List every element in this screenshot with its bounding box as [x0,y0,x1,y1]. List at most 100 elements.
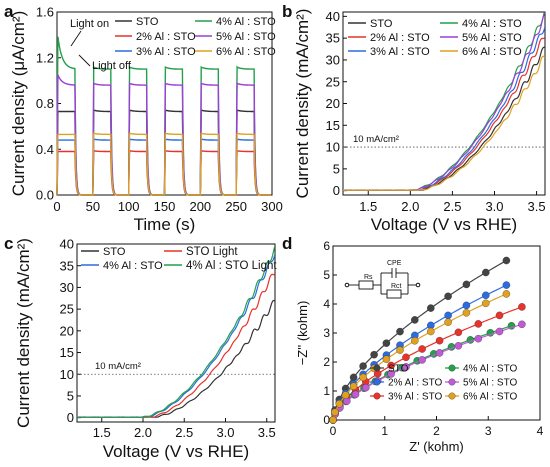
circuit-label-cpe: CPE [387,260,402,267]
y-axis-label: Current density (mA/cm²) [14,238,33,428]
panel-b-plot: 10 mA/cm² STO 2% Al : STO 3% Al : STO 4% Al … [343,12,545,191]
data-series-line [77,299,275,418]
data-series-line [343,46,545,191]
data-point [502,290,511,298]
legend: STO 4% Al : STO 2% Al : STO 5% Al : STO 3% A… [370,364,518,403]
data-point [444,292,452,301]
data-point [382,339,391,347]
data-point [341,391,350,399]
x-axis-label: Voltage (V vs RHE) [103,442,249,461]
panel-c-axes: 1.5 2.0 2.5 3.0 3.5 0 5 10 15 20 25 30 35 40 Voltage (… [4,234,276,461]
legend-label: 4% Al : STO Light [186,260,277,272]
annotation-arrow [78,54,91,67]
x-tick-label: 150 [154,199,176,214]
y-tick-label: 35 [60,258,74,273]
x-axis-label: Z' (kohm) [409,439,463,454]
x-tick-label: 2.5 [443,199,461,214]
panel-letter: c [4,234,13,253]
data-point [482,268,490,277]
y-tick-label: 2 [323,355,330,369]
y-tick-label: 10 [60,367,74,382]
data-point [444,311,452,320]
panel-a-axes: 0 50 100 150 200 250 300 0.0 0.4 0.8 1.2 1.6 Time (s… [4,2,283,234]
x-tick-label: 100 [118,199,140,214]
data-series-line [77,253,275,418]
data-point [335,400,344,408]
data-point [444,318,452,326]
data-point [418,356,426,364]
legend-marker [373,364,381,372]
y-tick-label: 6 [323,239,330,253]
data-point [427,304,435,312]
y-tick-label: 0 [323,413,330,427]
panel-letter: d [282,234,292,253]
legend-label: 6% Al : STO [463,392,518,403]
data-point [418,345,426,353]
x-tick-label: 2.0 [134,425,152,440]
y-tick-label: 25 [60,302,74,317]
data-point [402,353,410,362]
x-tick-label: 2 [433,424,440,438]
legend-label: 2% Al : STO [388,378,443,389]
plot-frame [76,243,276,423]
data-point [474,334,483,343]
legend-label: 6% Al : STO [462,46,522,58]
y-tick-label: 0.8 [36,96,54,111]
y-tick-label: 40 [60,237,74,252]
x-axis-label: Time (s) [134,215,196,234]
legend-marker [448,392,456,400]
data-point [495,311,504,320]
data-point [402,363,410,371]
legend: STO STO Light 4% Al : STO 4% Al : STO Light [81,246,277,272]
circuit-label-rs: Rs [364,274,373,281]
data-point [495,327,504,336]
y-tick-label: 35 [326,31,340,46]
x-tick-label: 1 [381,424,388,438]
data-point [518,303,526,311]
y-tick-label: 1.2 [36,50,54,65]
legend-label: 5% Al : STO [216,31,276,43]
y-axis-label: Current density (μA/cm²) [9,11,28,197]
data-point [359,362,367,370]
data-point [387,370,395,378]
data-point [387,361,395,370]
data-point [362,383,370,392]
x-tick-label: 3.5 [528,199,546,214]
equivalent-circuit: Rs CPE Rct [344,260,421,299]
y-tick-label: 30 [326,52,340,67]
y-tick-label: 20 [60,323,74,338]
data-point [454,342,463,350]
reference-label: 10 mA/cm² [353,134,399,145]
data-point [482,299,490,308]
legend-label: 4% Al : STO [103,260,163,272]
annotation-light-on: Light on [70,18,109,30]
data-point [462,301,471,310]
legend-label: 3% Al : STO [370,46,430,58]
data-series-line [343,55,545,191]
data-point [351,390,360,399]
data-point [411,337,419,345]
circuit-label-rct: Rct [391,283,402,290]
y-axis-label: −Z'' (kohm) [295,301,310,366]
legend-label: 4% Al : STO [463,364,518,375]
data-point [518,320,526,329]
panel-c-plot: 10 mA/cm² STO STO Light 4% Al : STO 4% Al : … [77,244,277,418]
y-tick-label: 0 [67,410,74,425]
x-tick-label: 250 [225,199,247,214]
y-axis-label: Current density (mA/cm²) [293,9,312,199]
y-tick-label: 15 [60,345,74,360]
data-point [462,280,471,289]
panel-letter: b [282,2,292,21]
data-point [370,350,378,359]
legend-label: STO [103,246,126,258]
panel-b-axes: 1.5 2.0 2.5 3.0 3.5 0 5 10 15 20 25 30 35 40 Voltage (… [282,2,546,234]
circuit-terminal [415,282,421,288]
legend-label: 4% Al : STO [462,18,522,30]
circuit-resistor-rct [386,289,402,299]
legend-label: 2% Al : STO [136,31,196,43]
legend-label: STO [136,16,159,28]
data-point [349,373,358,382]
x-tick-label: 300 [261,199,283,214]
legend: STO 2% Al : STO 3% Al : STO 4% Al : STO 5% A… [348,18,522,58]
